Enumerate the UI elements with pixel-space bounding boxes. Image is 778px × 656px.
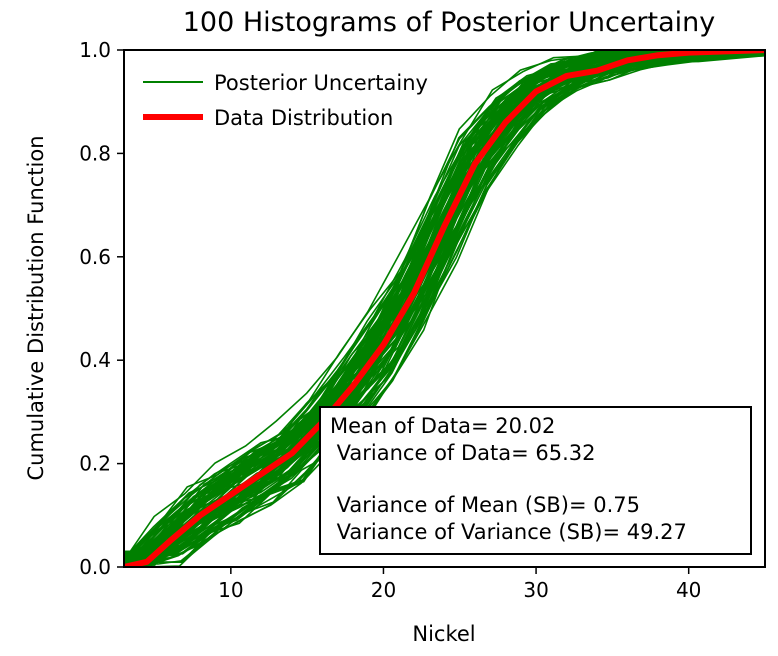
y-axis-label: Cumulative Distribution Function xyxy=(24,135,48,480)
data-distribution-line xyxy=(124,50,765,567)
stats-line-variance-of-variance: Variance of Variance (SB)= 49.27 xyxy=(330,520,687,544)
y-tick-label: 1.0 xyxy=(79,38,111,62)
posterior-line xyxy=(124,50,765,561)
x-tick-label: 40 xyxy=(676,578,701,602)
posterior-line xyxy=(124,50,765,556)
posterior-line xyxy=(124,52,765,567)
posterior-line xyxy=(124,54,765,565)
y-tick-label: 0.2 xyxy=(79,452,111,476)
stats-box: Mean of Data= 20.02 Variance of Data= 65… xyxy=(319,406,752,555)
posterior-line xyxy=(124,50,765,553)
stats-line-variance-of-mean: Variance of Mean (SB)= 0.75 xyxy=(330,493,640,517)
x-axis-label: Nickel xyxy=(412,622,475,646)
y-tick-label: 0.0 xyxy=(79,555,111,579)
legend: Posterior Uncertainy Data Distribution xyxy=(143,71,428,130)
y-axis-ticks: 0.0 0.2 0.4 0.6 0.8 1.0 xyxy=(79,38,124,579)
x-tick-label: 10 xyxy=(218,578,243,602)
y-tick-label: 0.4 xyxy=(79,348,111,372)
data-distribution-path xyxy=(124,50,765,567)
legend-label-data: Data Distribution xyxy=(214,106,393,130)
legend-label-posterior: Posterior Uncertainy xyxy=(214,71,428,95)
stats-box-frame xyxy=(319,406,752,555)
stats-line-variance: Variance of Data= 65.32 xyxy=(330,441,596,465)
chart-title: 100 Histograms of Posterior Uncertainy xyxy=(183,7,716,38)
y-tick-label: 0.6 xyxy=(79,245,111,269)
stats-line-mean: Mean of Data= 20.02 xyxy=(330,414,555,438)
x-tick-label: 20 xyxy=(371,578,396,602)
x-axis-ticks: 10 20 30 40 xyxy=(218,567,701,602)
plot-frame xyxy=(123,49,766,568)
y-tick-label: 0.8 xyxy=(79,141,111,165)
x-tick-label: 30 xyxy=(523,578,548,602)
